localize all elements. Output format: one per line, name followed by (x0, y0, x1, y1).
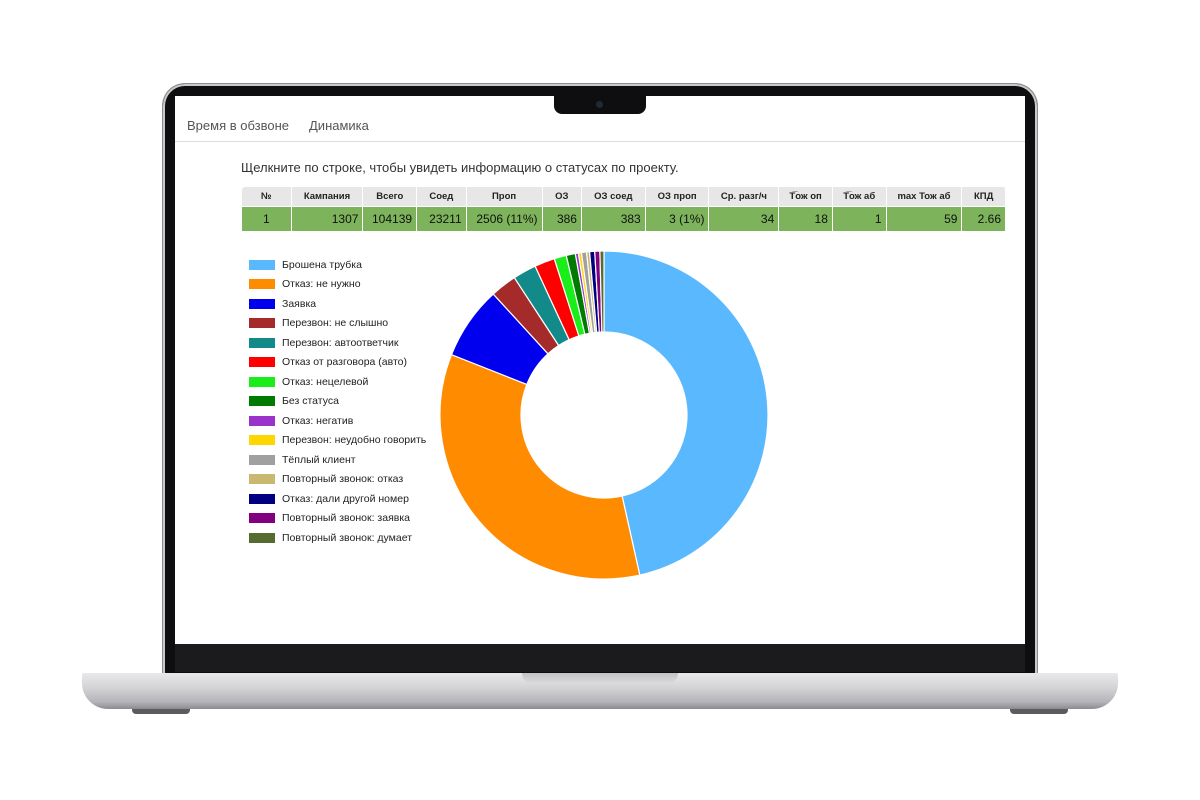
legend-swatch (249, 493, 275, 504)
screen-bottom-bezel (175, 644, 1025, 672)
app-screen: Время в обзвоне Динамика Щелкните по стр… (175, 96, 1025, 644)
legend-item[interactable]: Перезвон: автоответчик (249, 333, 426, 353)
campaign-table: № Кампания Всего Соед Проп ОЗ ОЗ соед ОЗ… (241, 186, 1006, 232)
legend-swatch (249, 259, 275, 270)
laptop-foot-right (1010, 709, 1068, 714)
legend-label: Отказ: дали другой номер (282, 492, 409, 505)
col-header-missed[interactable]: Проп (465, 186, 543, 207)
camera-icon (596, 101, 603, 108)
cell-missed: 2506 (11%) (465, 206, 543, 232)
cell-total: 104139 (362, 206, 418, 232)
cell-wait-ab: 1 (831, 206, 887, 232)
legend-swatch (249, 279, 275, 290)
col-header-efficiency[interactable]: КПД (961, 186, 1006, 207)
legend-item[interactable]: Перезвон: не слышно (249, 314, 426, 334)
legend-swatch (249, 298, 275, 309)
legend-label: Тёплый клиент (282, 453, 356, 466)
col-header-oz-connected[interactable]: ОЗ соед (580, 186, 646, 207)
table-row[interactable]: 1 1307 104139 23211 2506 (11%) 386 383 3… (241, 206, 1006, 232)
status-donut-chart (439, 250, 769, 580)
cell-oz: 386 (541, 206, 582, 232)
legend-item[interactable]: Без статуса (249, 392, 426, 412)
col-header-campaign[interactable]: Кампания (290, 186, 364, 207)
legend-label: Отказ: негатив (282, 414, 354, 427)
cell-connected: 23211 (416, 206, 467, 232)
legend-swatch (249, 454, 275, 465)
instruction-text: Щелкните по строке, чтобы увидеть информ… (241, 160, 679, 175)
laptop-foot-left (132, 709, 190, 714)
legend-item[interactable]: Отказ: нецелевой (249, 372, 426, 392)
cell-wait-op: 18 (778, 206, 833, 232)
donut-slice[interactable] (603, 250, 769, 576)
legend-swatch (249, 376, 275, 387)
legend-swatch (249, 396, 275, 407)
legend-label: Отказ от разговора (авто) (282, 356, 408, 369)
legend-label: Без статуса (282, 395, 339, 408)
col-header-oz-missed[interactable]: ОЗ проп (644, 186, 710, 207)
tab-dynamics[interactable]: Динамика (309, 118, 369, 133)
legend-item[interactable]: Отказ от разговора (авто) (249, 353, 426, 373)
legend-item[interactable]: Отказ: дали другой номер (249, 489, 426, 509)
legend-swatch (249, 513, 275, 524)
legend-label: Повторный звонок: заявка (282, 512, 410, 525)
legend-item[interactable]: Перезвон: неудобно говорить (249, 431, 426, 451)
legend-label: Перезвон: неудобно говорить (282, 434, 427, 447)
legend-label: Повторный звонок: отказ (282, 473, 404, 486)
cell-oz-missed: 3 (1%) (644, 206, 710, 232)
legend-swatch (249, 532, 275, 543)
legend-swatch (249, 435, 275, 446)
laptop-base (82, 673, 1118, 709)
tab-time-in-dialing[interactable]: Время в обзвоне (187, 118, 289, 133)
legend-swatch (249, 474, 275, 485)
legend-label: Заявка (282, 297, 317, 310)
legend-item[interactable]: Брошена трубка (249, 255, 426, 275)
cell-campaign: 1307 (290, 206, 364, 232)
legend-swatch (249, 337, 275, 348)
col-header-avg-talk[interactable]: Ср. разг/ч (708, 186, 780, 207)
cell-efficiency: 2.66 (961, 206, 1006, 232)
col-header-total[interactable]: Всего (362, 186, 418, 207)
chart-legend: Брошена трубка Отказ: не нужно Заявка Перез… (249, 255, 426, 548)
legend-label: Перезвон: автоответчик (282, 336, 399, 349)
legend-label: Отказ: нецелевой (282, 375, 369, 388)
legend-item[interactable]: Тёплый клиент (249, 450, 426, 470)
legend-item[interactable]: Отказ: негатив (249, 411, 426, 431)
legend-label: Повторный звонок: думает (282, 531, 413, 544)
legend-label: Брошена трубка (282, 258, 362, 271)
cell-max-wait-ab: 59 (885, 206, 963, 232)
table-header-row: № Кампания Всего Соед Проп ОЗ ОЗ соед ОЗ… (241, 186, 1006, 207)
donut-slice[interactable] (439, 353, 641, 580)
legend-label: Отказ: не нужно (282, 278, 361, 291)
legend-item[interactable]: Заявка (249, 294, 426, 314)
legend-item[interactable]: Повторный звонок: думает (249, 528, 426, 548)
legend-swatch (249, 415, 275, 426)
legend-swatch (249, 357, 275, 368)
legend-swatch (249, 318, 275, 329)
legend-item[interactable]: Повторный звонок: отказ (249, 470, 426, 490)
legend-label: Перезвон: не слышно (282, 317, 389, 330)
legend-item[interactable]: Отказ: не нужно (249, 275, 426, 295)
donut-slice[interactable] (599, 250, 605, 333)
legend-item[interactable]: Повторный звонок: заявка (249, 509, 426, 529)
cell-avg-talk: 34 (708, 206, 780, 232)
base-opening (522, 673, 678, 684)
cell-number: 1 (241, 206, 292, 232)
col-header-wait-op[interactable]: Т̅ож оп (778, 186, 833, 207)
camera-notch (554, 96, 646, 114)
